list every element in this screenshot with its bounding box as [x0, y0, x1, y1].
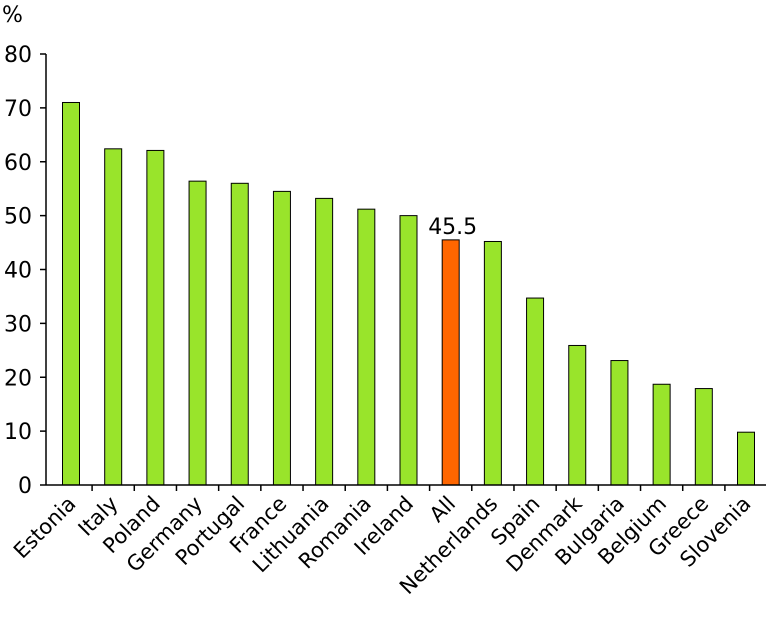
bar-bulgaria	[610, 360, 629, 486]
y-tick-label: 30	[4, 312, 32, 337]
bar-greece	[694, 388, 713, 486]
y-tick-label: 80	[4, 43, 32, 68]
x-category-label: Estonia	[9, 492, 81, 564]
bar-portugal	[230, 182, 249, 486]
y-tick-label: 50	[4, 205, 32, 230]
bar-lithuania	[315, 197, 334, 486]
bar-belgium	[652, 383, 671, 486]
x-axis: EstoniaItalyPolandGermanyPortugalFranceL…	[9, 484, 766, 599]
bar-romania	[357, 208, 376, 486]
bar-estonia	[62, 101, 80, 486]
y-tick-label: 60	[4, 151, 32, 176]
bar-all	[441, 239, 460, 486]
bars	[62, 101, 755, 486]
bar-spain	[526, 297, 545, 486]
y-tick-label: 70	[4, 97, 32, 122]
y-tick-label: 0	[18, 474, 32, 499]
annotations: 45.5	[428, 215, 477, 240]
y-axis-unit-label: %	[2, 3, 23, 28]
bar-slovenia	[737, 431, 755, 486]
y-tick-label: 40	[4, 259, 32, 284]
data-label: 45.5	[428, 215, 477, 240]
bar-france	[272, 190, 291, 486]
y-axis: 0 10 20 30 40 50 60 70 80%	[2, 3, 47, 499]
bar-netherlands	[483, 240, 502, 486]
bar-poland	[146, 149, 165, 486]
bar-germany	[188, 180, 207, 486]
y-tick-label: 20	[4, 366, 32, 391]
y-tick-label: 10	[4, 420, 32, 445]
bar-ireland	[399, 215, 418, 486]
bar-denmark	[568, 344, 587, 486]
bar-italy	[104, 148, 123, 486]
